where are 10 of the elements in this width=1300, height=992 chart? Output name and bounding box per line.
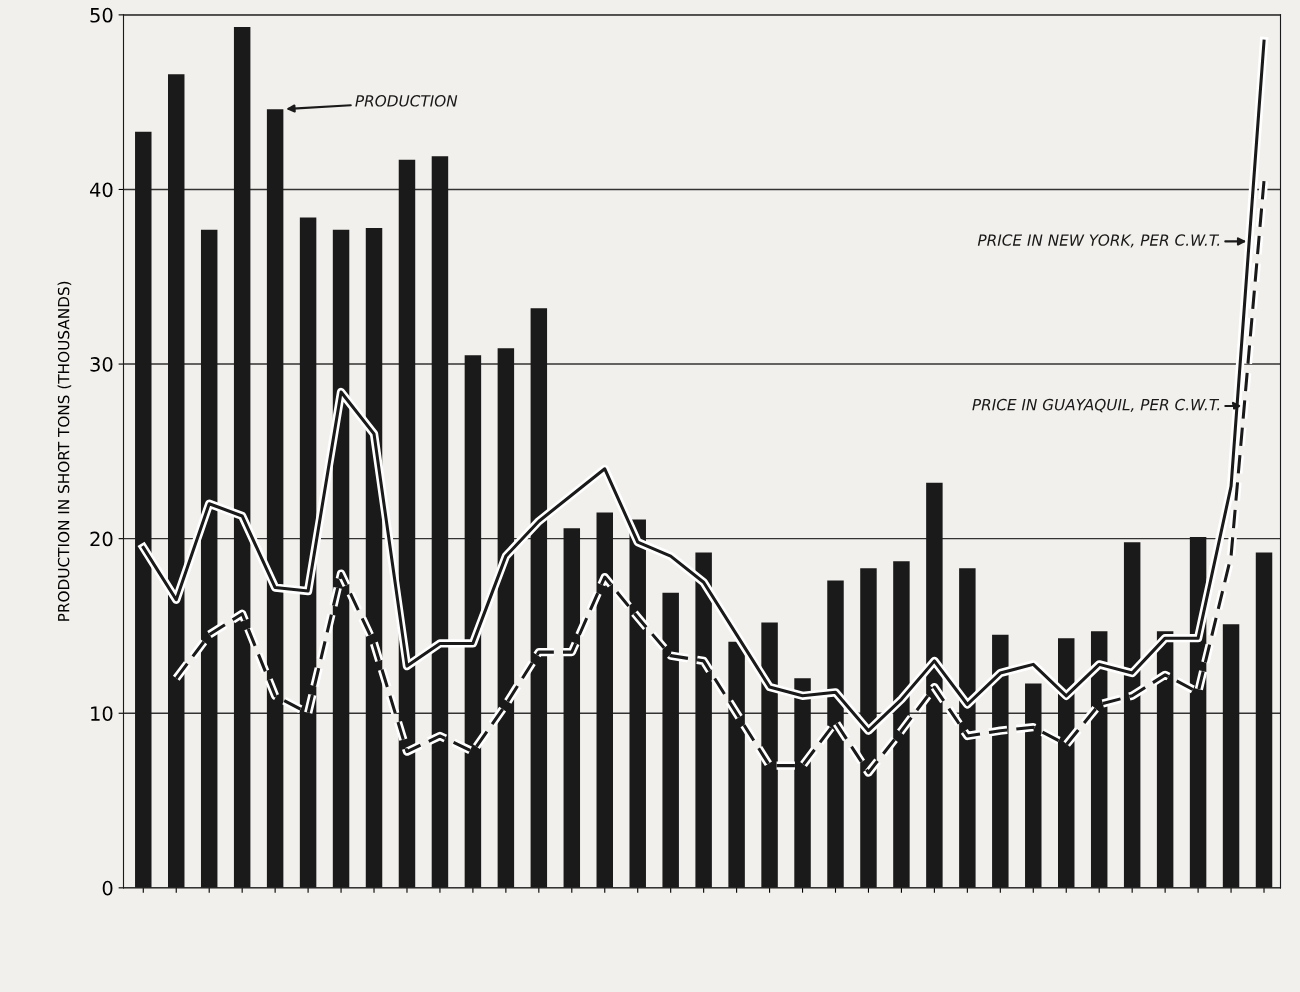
legend-label: PRICE IN NEW YORK, PER C.W.T. (977, 234, 1220, 248)
y-tick-label: 10 (91, 706, 113, 721)
y-tick-label: 20 (90, 531, 113, 547)
text: PRODUCTION (355, 95, 458, 107)
y-tick-label: 40 (89, 182, 113, 198)
legend-label: PRICE IN GUAYAQUIL, PER C.W.T. (972, 398, 1220, 413)
y-tick-label: 50 (90, 7, 113, 23)
y-tick-label: 0 (102, 880, 113, 896)
y-axis-title: PRODUCTION IN SHORT TONS (THOUSANDS) (57, 281, 72, 621)
y-tick-label: 30 (90, 357, 113, 372)
